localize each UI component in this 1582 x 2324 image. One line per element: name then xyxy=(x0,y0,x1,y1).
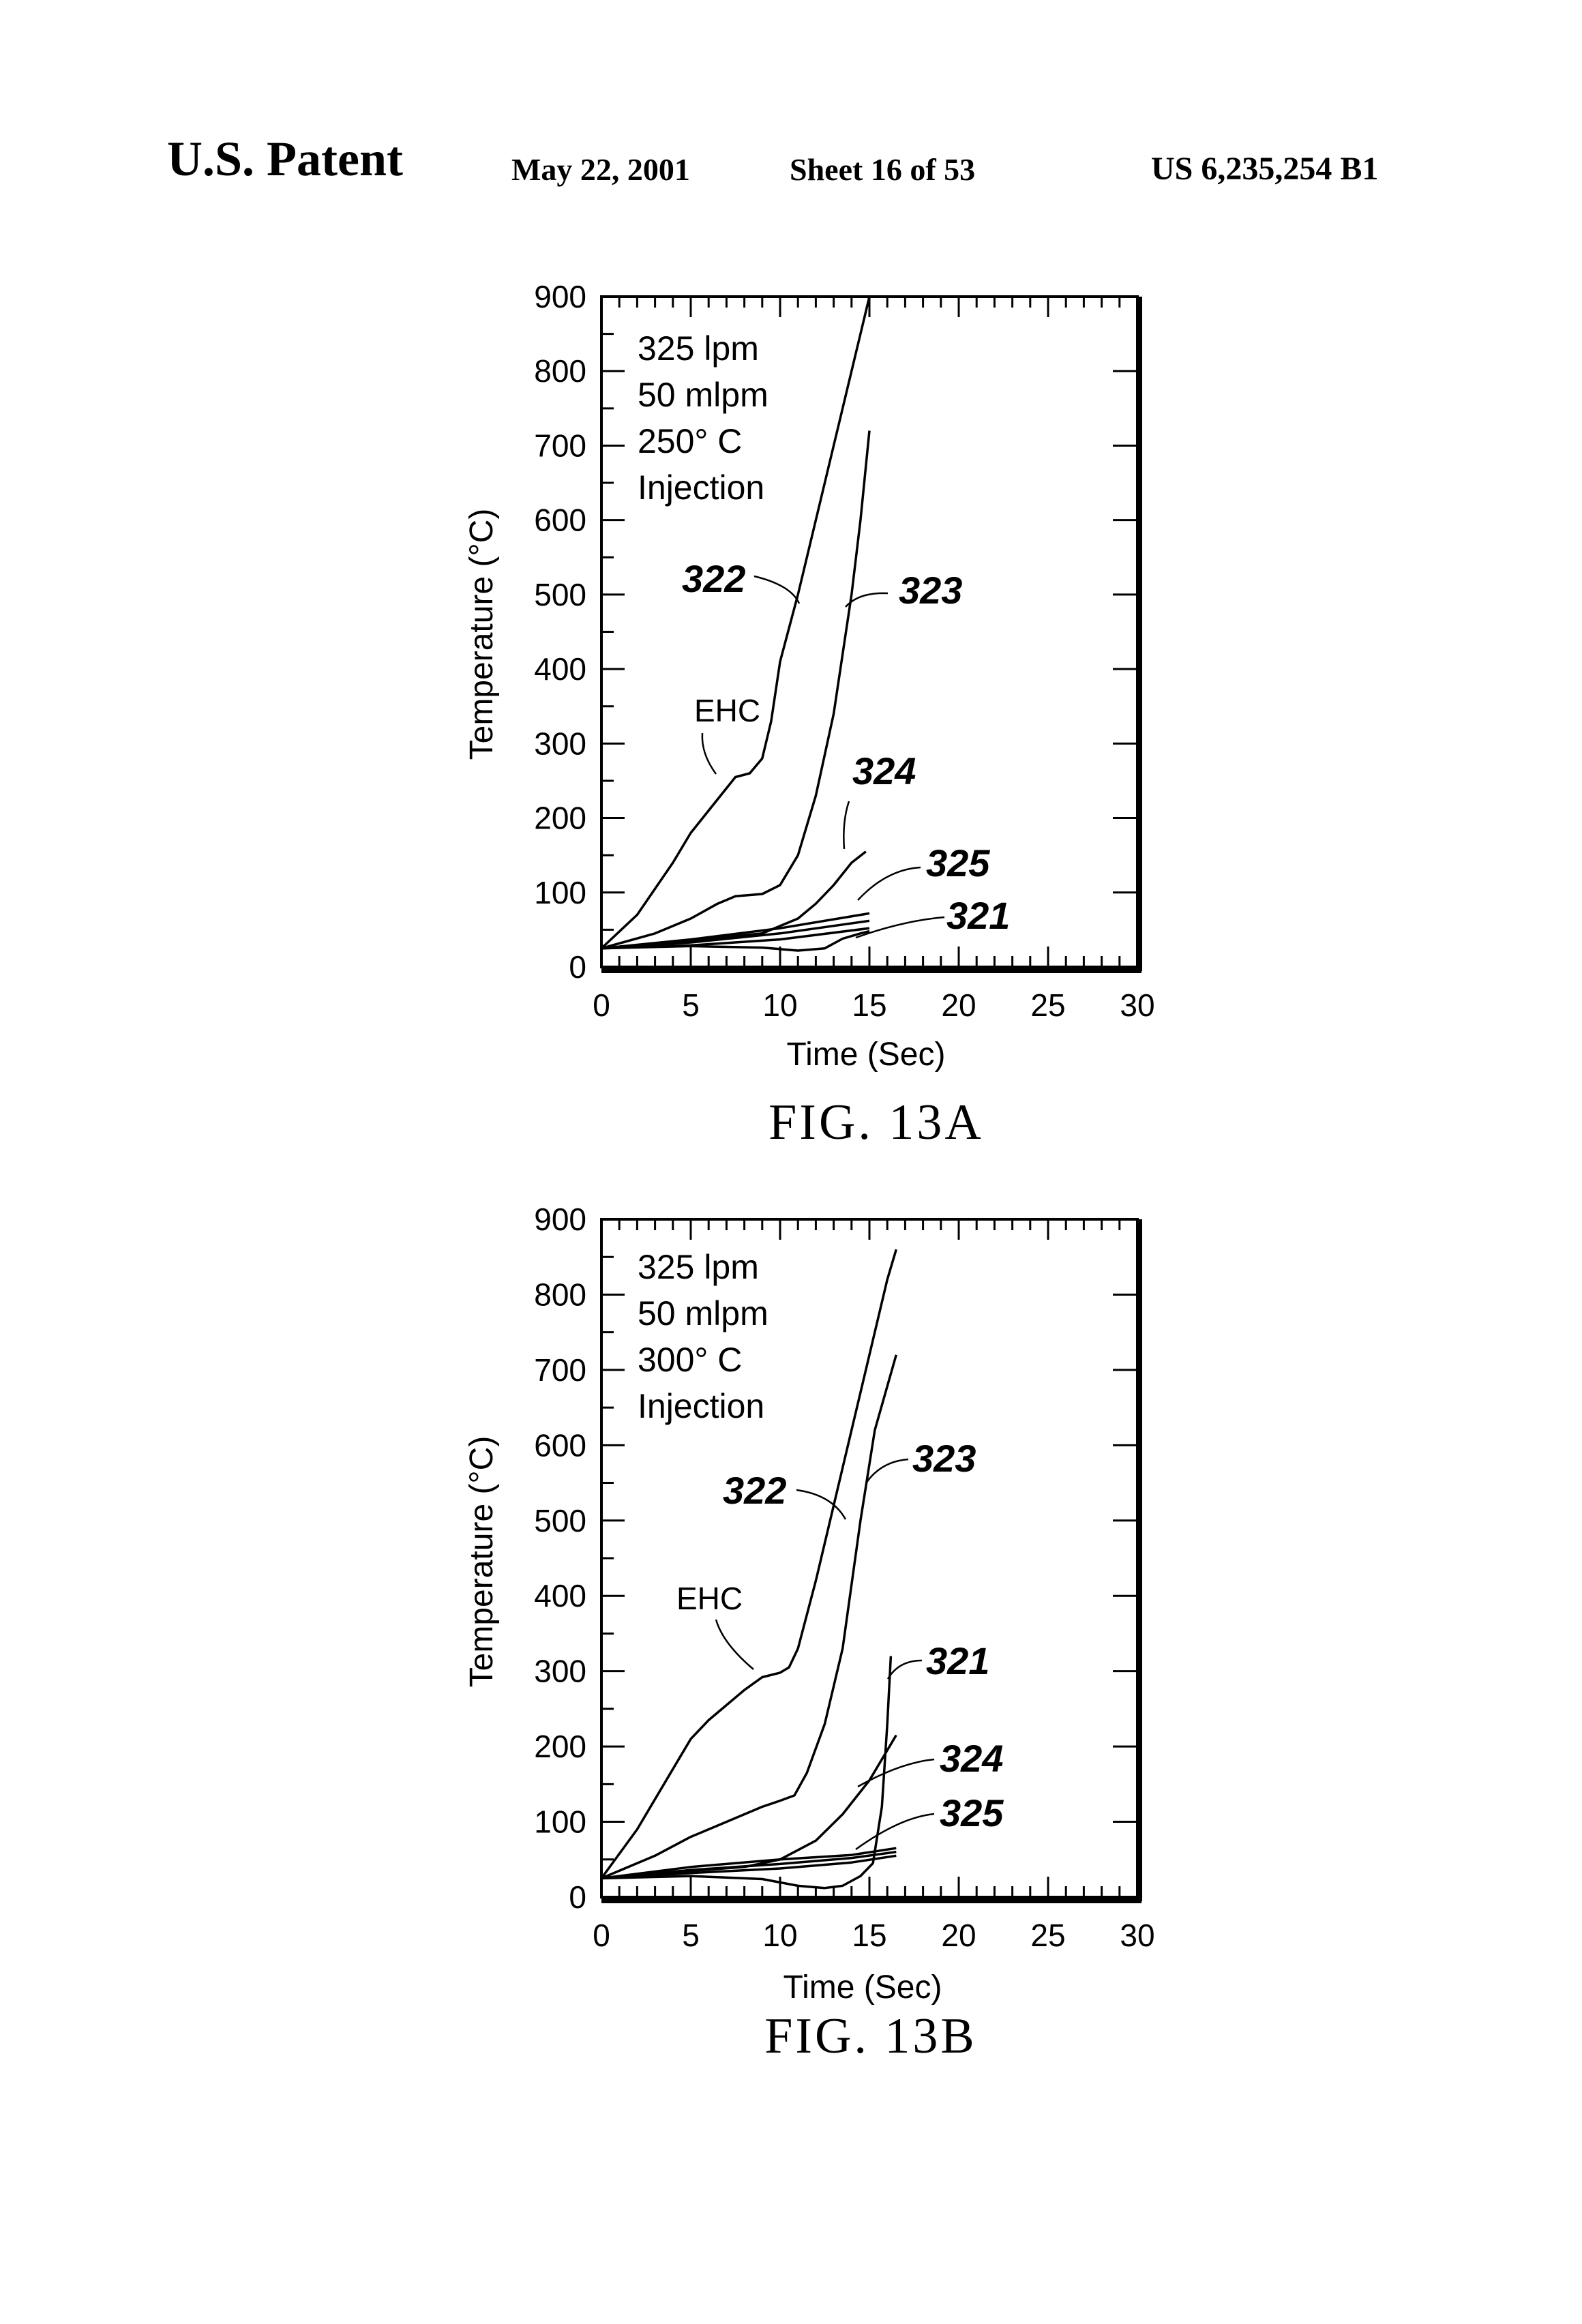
x-tick-label: 25 xyxy=(1030,1918,1065,1953)
y-tick-label: 400 xyxy=(534,651,586,687)
callout-leader-324 xyxy=(844,801,849,849)
callout-leader-321 xyxy=(888,1660,922,1679)
x-tick-label: 5 xyxy=(682,987,700,1023)
y-tick-label: 0 xyxy=(569,949,586,985)
ehc-label: EHC xyxy=(694,693,760,728)
figure-title: FIG. 13A xyxy=(768,1094,984,1150)
x-tick-label: 25 xyxy=(1030,987,1065,1023)
y-tick-label: 600 xyxy=(534,503,586,538)
callout-label-322: 322 xyxy=(723,1469,786,1512)
callout-leader-325 xyxy=(856,1814,934,1849)
callout-leader-325 xyxy=(858,867,921,900)
y-tick-label: 500 xyxy=(534,577,586,612)
callout-label-324: 324 xyxy=(852,749,916,792)
figure-13b: 0 100 200 300 400 500 600 700 800 900 0 5 10 15 20 25 30… xyxy=(464,1202,1155,2064)
condition-annotation: 325 lpm xyxy=(638,1248,759,1286)
y-axis-label: Temperature (°C) xyxy=(464,509,500,760)
y-tick-label: 100 xyxy=(534,875,586,910)
y-tick-label: 900 xyxy=(534,1202,586,1237)
y-tick-label: 900 xyxy=(534,279,586,314)
condition-annotation: 300° C xyxy=(638,1341,742,1379)
y-tick-label: 700 xyxy=(534,428,586,463)
x-tick-label: 5 xyxy=(682,1918,700,1953)
x-axis-label: Time (Sec) xyxy=(787,1037,946,1073)
condition-annotation: 50 mlpm xyxy=(638,1294,768,1332)
y-tick-label: 800 xyxy=(534,1277,586,1312)
x-axis-label: Time (Sec) xyxy=(783,1969,942,2006)
x-tick-label: 15 xyxy=(852,1918,886,1953)
x-tick-label: 15 xyxy=(852,987,886,1023)
y-tick-label: 0 xyxy=(569,1879,586,1915)
callout-leader-324 xyxy=(858,1759,934,1787)
condition-annotation: 250° C xyxy=(638,422,742,460)
callout-label-324: 324 xyxy=(940,1737,1003,1780)
callout-label-322: 322 xyxy=(682,557,745,600)
x-tick-label: 10 xyxy=(762,987,797,1023)
x-tick-label: 0 xyxy=(593,987,610,1023)
figure-title: FIG. 13B xyxy=(764,2008,977,2064)
x-tick-label: 30 xyxy=(1120,1918,1154,1953)
x-tick-label: 30 xyxy=(1120,987,1154,1023)
series-line-321 xyxy=(601,1656,891,1888)
ehc-leader-line xyxy=(702,733,716,774)
y-tick-label: 300 xyxy=(534,1654,586,1689)
figure-13a: 0 100 200 300 400 500 600 700 800 900 0 5 10 15 20 25 30… xyxy=(464,279,1155,1150)
y-axis-label: Temperature (°C) xyxy=(464,1436,500,1688)
x-tick-label: 20 xyxy=(941,1918,976,1953)
ehc-leader-line xyxy=(716,1620,753,1669)
condition-annotation: Injection xyxy=(638,468,764,507)
y-tick-label: 700 xyxy=(534,1352,586,1388)
series-line-323 xyxy=(601,431,869,949)
callout-label-325: 325 xyxy=(940,1791,1004,1834)
callout-label-321: 321 xyxy=(946,894,1010,937)
x-tick-label: 10 xyxy=(762,1918,797,1953)
callout-leader-322 xyxy=(754,576,799,604)
y-tick-label: 400 xyxy=(534,1578,586,1613)
y-tick-label: 200 xyxy=(534,1729,586,1764)
y-tick-label: 800 xyxy=(534,353,586,389)
callout-leader-323 xyxy=(866,1459,908,1483)
callout-label-323: 323 xyxy=(899,569,962,612)
x-tick-label: 0 xyxy=(593,1918,610,1953)
ehc-label: EHC xyxy=(676,1581,743,1616)
callout-label-323: 323 xyxy=(912,1437,976,1480)
y-tick-label: 200 xyxy=(534,801,586,836)
y-tick-label: 500 xyxy=(534,1503,586,1538)
condition-annotation: 50 mlpm xyxy=(638,376,768,414)
y-tick-label: 600 xyxy=(534,1427,586,1463)
y-tick-label: 300 xyxy=(534,726,586,761)
callout-label-321: 321 xyxy=(926,1639,989,1682)
condition-annotation: Injection xyxy=(638,1387,764,1425)
y-tick-label: 100 xyxy=(534,1804,586,1840)
x-tick-label: 20 xyxy=(941,987,976,1023)
condition-annotation: 325 lpm xyxy=(638,329,759,368)
callout-label-325: 325 xyxy=(926,841,990,884)
callout-leader-322 xyxy=(796,1490,846,1519)
